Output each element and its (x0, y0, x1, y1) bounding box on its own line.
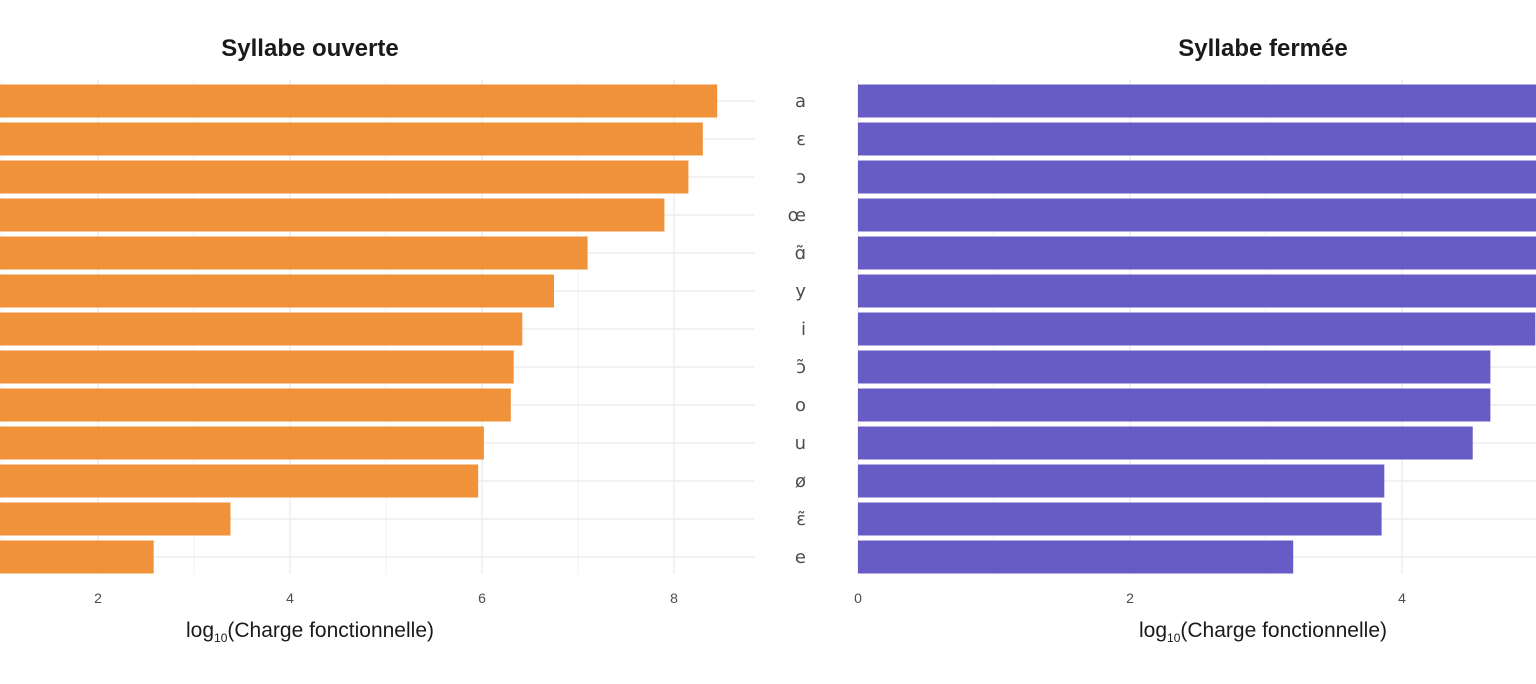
left-bar (0, 274, 554, 308)
right-bar (858, 464, 1385, 498)
right-y-category-label: u (795, 433, 806, 454)
left-bar (0, 350, 514, 384)
right-x-axis-title: log10(Charge fonctionnelle) (1139, 619, 1387, 645)
left-x-tick-label: 6 (478, 590, 486, 606)
left-bar (0, 388, 511, 422)
right-x-axis-title-main: log (1139, 619, 1167, 642)
left-x-tick-label: 8 (670, 590, 678, 606)
right-bar (858, 312, 1536, 346)
right-y-category-label: ɔ̃ (796, 357, 806, 378)
right-y-category-label: ɛ (796, 129, 806, 150)
left-bar (0, 540, 154, 574)
left-x-tick-label: 4 (286, 590, 294, 606)
right-x-axis-title-sub: 10 (1167, 631, 1181, 645)
right-y-category-label: o (795, 395, 806, 416)
right-bar (858, 122, 1536, 156)
right-y-category-label: ø (795, 471, 806, 492)
right-bar (858, 274, 1536, 308)
left-x-axis-title-rest: (Charge fonctionnelle) (227, 619, 434, 642)
right-chart-title: Syllabe fermée (1178, 35, 1347, 62)
right-x-axis-title-rest: (Charge fonctionnelle) (1180, 619, 1387, 642)
left-x-axis-title: log10(Charge fonctionnelle) (186, 619, 434, 645)
right-bar (858, 350, 1491, 384)
left-bar (0, 122, 703, 156)
left-bar (0, 502, 231, 536)
left-bar (0, 84, 718, 118)
right-y-category-label: œ (788, 205, 806, 226)
right-bar (858, 502, 1382, 536)
right-bar (858, 388, 1491, 422)
left-chart-title: Syllabe ouverte (221, 35, 398, 62)
right-y-category-label: e (795, 547, 806, 568)
right-x-tick-label: 0 (854, 590, 862, 606)
right-bar (858, 84, 1536, 118)
panel-syllabe-ouverte: 2 4 6 8 Syllabe ouverte log10(Charge foncti… (0, 35, 755, 645)
left-bar (0, 464, 479, 498)
right-x-ticks: 0 2 4 (854, 590, 1406, 606)
right-y-category-label: a (795, 91, 806, 112)
left-x-ticks: 2 4 6 8 (94, 590, 678, 606)
right-bar (858, 426, 1473, 460)
right-y-category-label: ɔ (796, 167, 806, 188)
right-x-tick-label: 4 (1398, 590, 1406, 606)
right-y-category-label: i (801, 319, 806, 340)
left-bars (0, 84, 718, 574)
right-y-category-label: ɛ̃ (796, 509, 806, 530)
left-bar (0, 198, 665, 232)
right-bars (858, 84, 1536, 574)
left-x-axis-title-main: log (186, 619, 214, 642)
right-bar (858, 236, 1536, 270)
right-y-category-label: ɑ̃ (795, 243, 806, 264)
right-y-category-label: y (795, 281, 806, 302)
left-bar (0, 426, 484, 460)
left-bar (0, 312, 523, 346)
right-x-tick-label: 2 (1126, 590, 1134, 606)
left-x-tick-label: 2 (94, 590, 102, 606)
left-bar (0, 160, 689, 194)
right-bar (858, 540, 1294, 574)
left-x-axis-title-sub: 10 (214, 631, 228, 645)
left-bar (0, 236, 588, 270)
right-bar (858, 198, 1536, 232)
right-bar (858, 160, 1536, 194)
